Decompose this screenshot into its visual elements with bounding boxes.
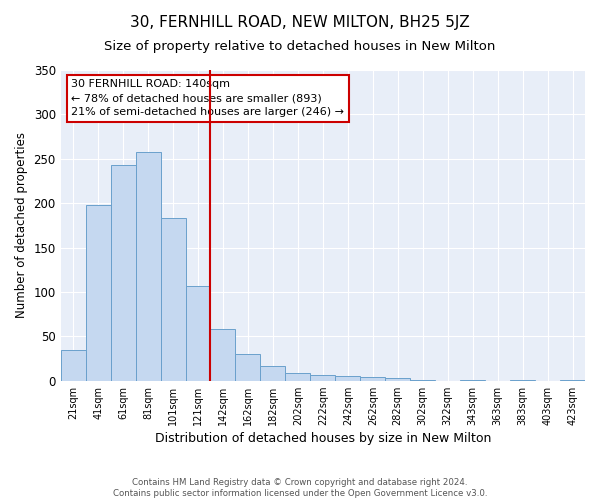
Bar: [110, 165, 136, 380]
Bar: [260, 366, 286, 380]
Bar: [185, 286, 211, 380]
Bar: [161, 218, 185, 380]
Bar: [310, 376, 335, 380]
Bar: [385, 378, 410, 380]
Bar: [335, 376, 360, 380]
Bar: [86, 205, 110, 380]
Bar: [136, 152, 161, 380]
Text: Size of property relative to detached houses in New Milton: Size of property relative to detached ho…: [104, 40, 496, 53]
Bar: [235, 354, 260, 380]
Text: 30 FERNHILL ROAD: 140sqm
← 78% of detached houses are smaller (893)
21% of semi-: 30 FERNHILL ROAD: 140sqm ← 78% of detach…: [71, 80, 344, 118]
Text: 30, FERNHILL ROAD, NEW MILTON, BH25 5JZ: 30, FERNHILL ROAD, NEW MILTON, BH25 5JZ: [130, 15, 470, 30]
Bar: [286, 372, 310, 380]
Bar: [211, 329, 235, 380]
Bar: [61, 350, 86, 380]
Y-axis label: Number of detached properties: Number of detached properties: [15, 132, 28, 318]
Text: Contains HM Land Registry data © Crown copyright and database right 2024.
Contai: Contains HM Land Registry data © Crown c…: [113, 478, 487, 498]
X-axis label: Distribution of detached houses by size in New Milton: Distribution of detached houses by size …: [155, 432, 491, 445]
Bar: [360, 377, 385, 380]
